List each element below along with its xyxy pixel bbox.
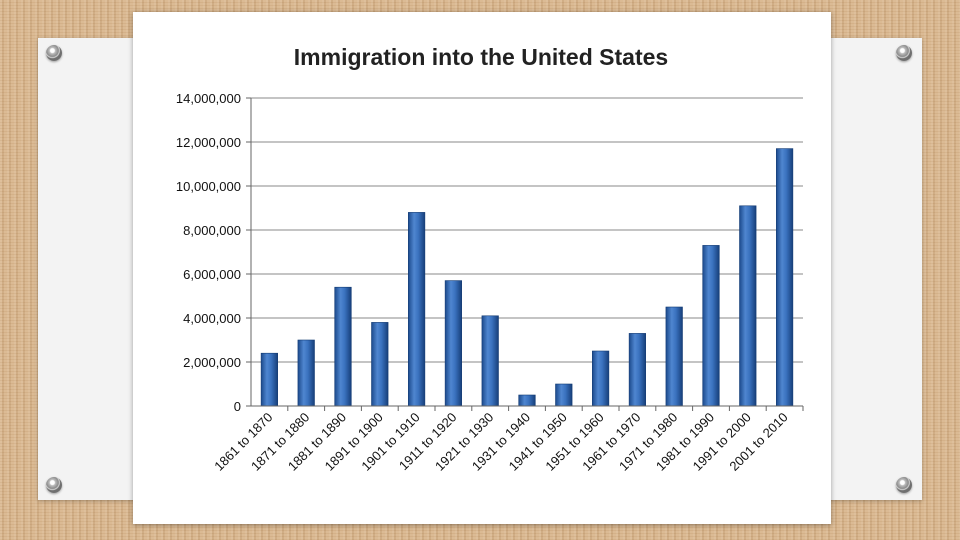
bar (518, 394, 536, 407)
axes (250, 98, 804, 411)
bar (297, 339, 315, 407)
bar (702, 245, 720, 407)
bar (371, 322, 389, 407)
screw-icon (46, 477, 62, 493)
bar (408, 212, 426, 407)
screw-icon (46, 45, 62, 61)
bar (444, 280, 462, 407)
y-tick-label: 12,000,000 (176, 135, 241, 150)
bar (776, 148, 794, 407)
bar (555, 383, 573, 407)
bar-chart: Immigration into the United States 0 2,00… (176, 44, 804, 474)
y-tick-label: 2,000,000 (183, 355, 241, 370)
bars (260, 148, 794, 407)
y-axis-tick-labels: 0 2,000,000 4,000,000 6,000,000 8,000,000 10,… (176, 91, 241, 414)
y-tick-label: 0 (234, 399, 241, 414)
bar (739, 205, 757, 407)
bar (334, 286, 352, 407)
chart-title: Immigration into the United States (294, 44, 668, 70)
y-tick-label: 14,000,000 (176, 91, 241, 106)
screw-icon (896, 45, 912, 61)
y-tick-label: 8,000,000 (183, 223, 241, 238)
screw-icon (896, 477, 912, 493)
bar (260, 352, 278, 407)
y-tick-label: 10,000,000 (176, 179, 241, 194)
bar (481, 315, 499, 407)
bar (628, 333, 646, 407)
y-tick-label: 4,000,000 (183, 311, 241, 326)
bar (592, 350, 610, 407)
y-tick-label: 6,000,000 (183, 267, 241, 282)
bar (665, 306, 683, 407)
